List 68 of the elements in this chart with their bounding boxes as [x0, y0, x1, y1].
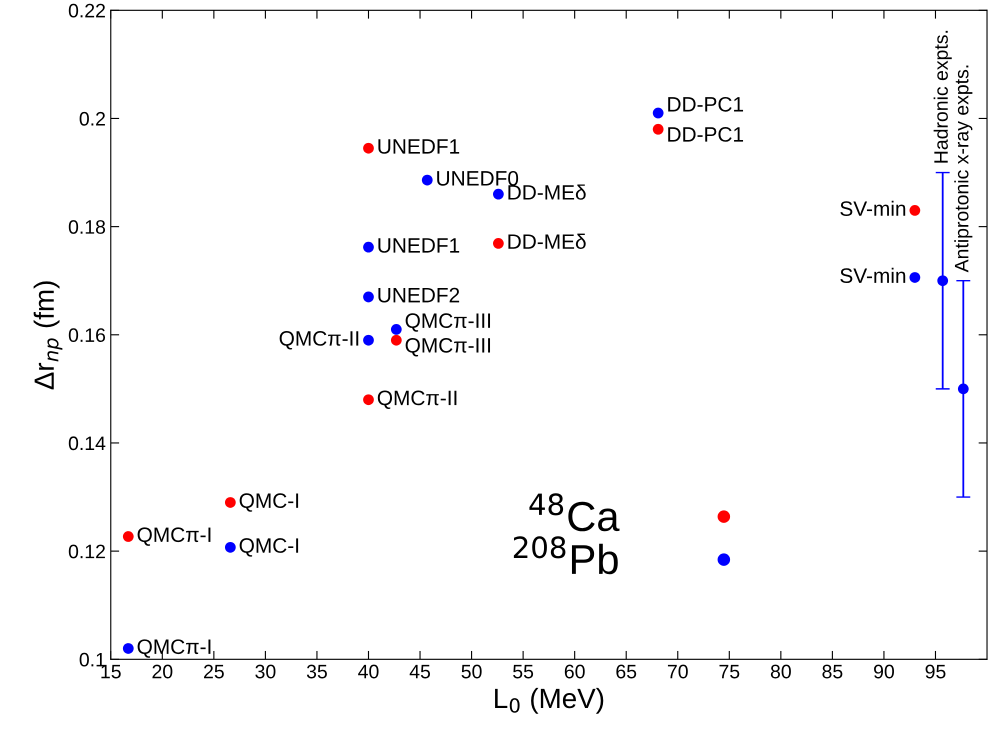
point [493, 238, 504, 249]
annotation: QMCπ-III [406, 313, 490, 332]
legend-label: $^{48}$Ca [529, 493, 620, 532]
annotation: DD-MEδ [508, 234, 586, 249]
x-tick-label: 40 [358, 664, 379, 678]
annotation: UNEDF2 [378, 288, 460, 303]
point [390, 324, 402, 335]
annotation: DD-PC1 [668, 127, 744, 142]
y-tick-label: 0.22 [68, 4, 105, 18]
annotation: SV-min [840, 268, 906, 284]
x-tick-label: 90 [874, 664, 894, 678]
x-axis-title: L$_{0}$ (MeV) [495, 688, 604, 714]
point [224, 542, 236, 553]
x-tick-label: 55 [513, 664, 534, 678]
annotation: QMC-I [240, 538, 298, 557]
y-tick-label: 0.12 [68, 544, 105, 558]
point [224, 497, 236, 508]
point [122, 531, 134, 542]
point [909, 205, 920, 216]
y-axis-title: Δr$_{np}$ (fm) [34, 281, 62, 390]
annotation: UNEDF0 [437, 170, 518, 186]
x-tick-label: 35 [306, 664, 327, 678]
point [122, 643, 134, 654]
y-tick-label: 0.2 [80, 112, 105, 126]
annotation: Hadronic expts. [934, 30, 952, 163]
annotation: QMCπ-I [138, 639, 210, 658]
point [363, 334, 374, 346]
annotation: DD-MEδ [508, 184, 586, 200]
y-tick-label: 0.14 [68, 436, 106, 450]
annotation: QMCπ-II [378, 390, 456, 410]
annotation: Antiprotonic x-ray expts. [954, 66, 972, 272]
point [493, 188, 504, 200]
point [937, 275, 948, 286]
x-tick-label: 20 [152, 664, 172, 678]
point [652, 108, 664, 118]
x-tick-label: 75 [719, 664, 740, 678]
annotation: UNEDF1 [378, 238, 460, 253]
x-tick-label: 80 [770, 664, 791, 678]
x-tick-label: 50 [462, 664, 482, 678]
point [909, 272, 920, 283]
x-tick-label: 70 [668, 664, 688, 678]
point [363, 142, 374, 154]
x-tick-label: 45 [410, 664, 430, 678]
x-tick-label: 15 [101, 664, 121, 678]
annotation: QMCπ-I [138, 527, 210, 546]
y-tick-label: 0.18 [68, 220, 106, 234]
y-tick-label: 0.1 [80, 652, 105, 667]
point [363, 242, 374, 253]
point [958, 383, 969, 394]
x-tick-label: 60 [564, 664, 585, 678]
annotation: UNEDF1 [378, 139, 460, 154]
x-tick-label: 65 [616, 664, 636, 678]
annotation: QMCπ-II [280, 331, 358, 350]
point [363, 292, 374, 302]
x-tick-label: 95 [926, 664, 946, 678]
point [652, 124, 664, 135]
x-tick-label: 30 [255, 664, 276, 678]
point [390, 334, 402, 346]
annotation: QMC-I [240, 493, 298, 512]
point [363, 394, 374, 406]
y-tick-label: 0.16 [68, 328, 106, 342]
annotation: SV-min [840, 200, 906, 216]
text: $^{208}$Pb [514, 536, 618, 574]
point [422, 174, 433, 186]
x-tick-label: 25 [204, 664, 224, 678]
annotation: DD-PC1 [668, 96, 744, 112]
x-tick-label: 85 [822, 664, 842, 678]
annotation: QMCπ-III [406, 338, 490, 356]
